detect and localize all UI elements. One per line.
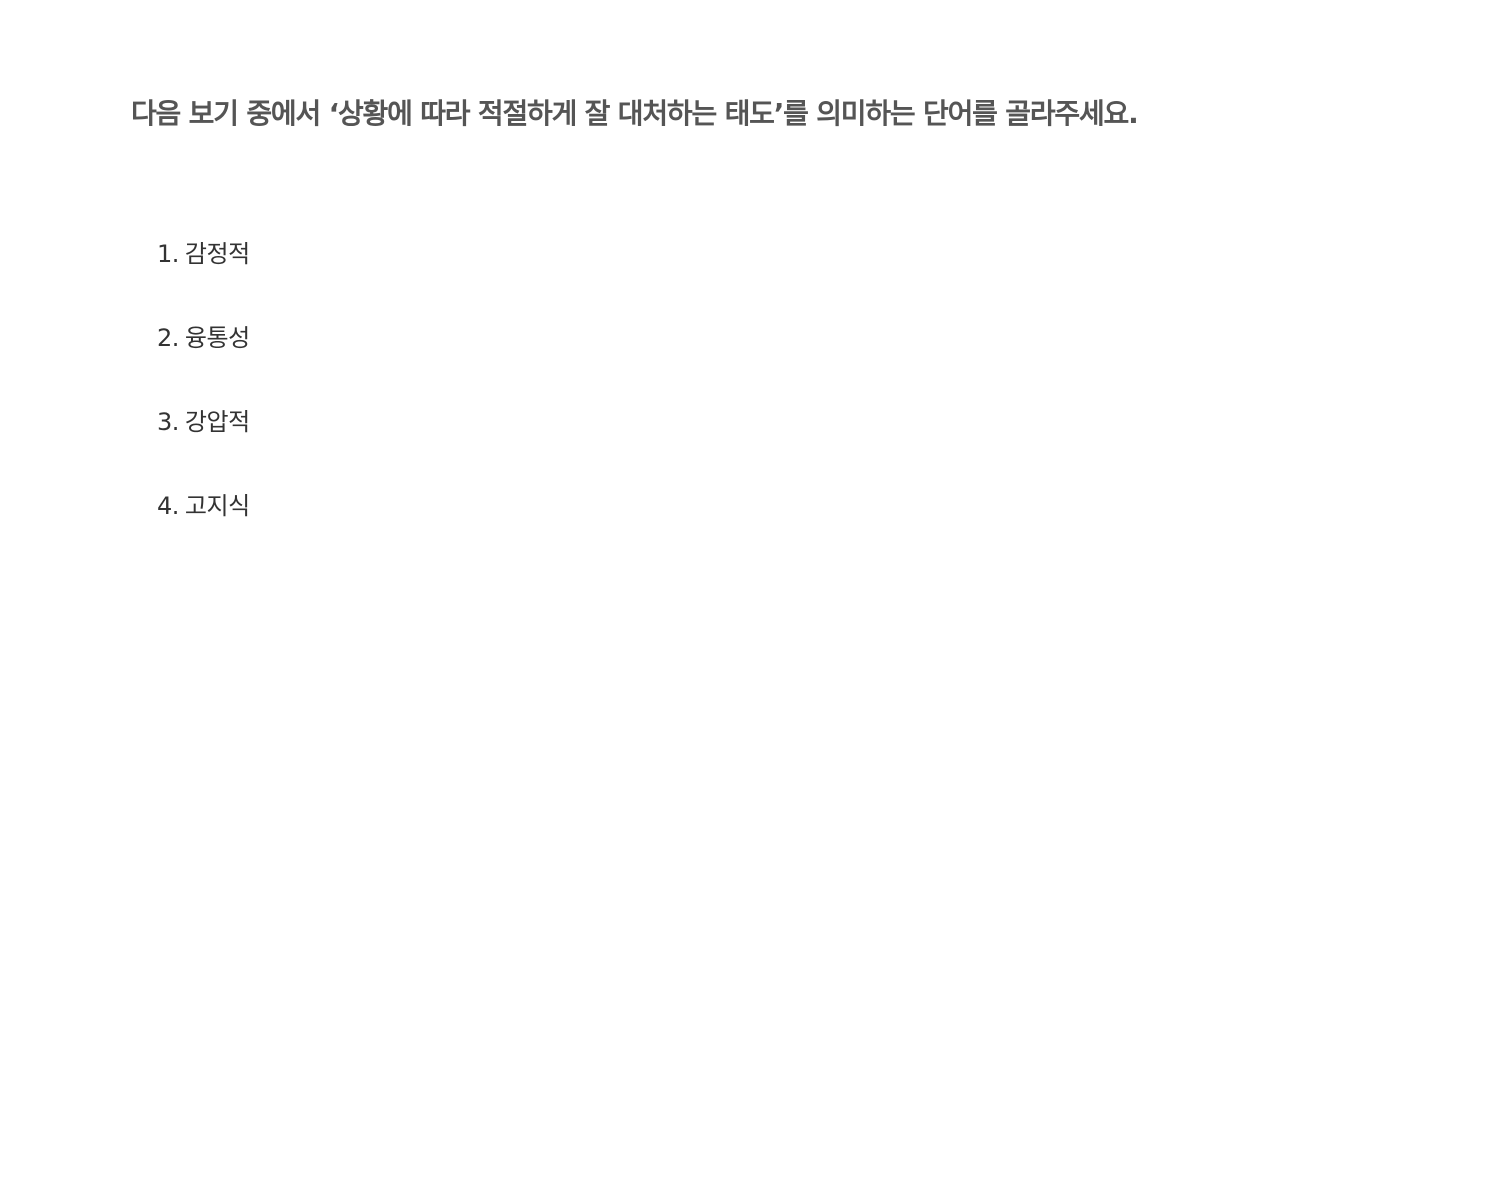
answer-option-3: 3. 강압적 xyxy=(157,401,250,443)
option-number: 4. xyxy=(157,492,179,520)
option-text: 감정적 xyxy=(184,240,250,268)
answer-option-2: 2. 융통성 xyxy=(157,317,250,359)
question-text: 다음 보기 중에서 ‘상황에 따라 적절하게 잘 대처하는 태도’를 의미하는 … xyxy=(131,97,1139,130)
option-number: 2. xyxy=(157,324,179,352)
option-text: 융통성 xyxy=(184,324,250,352)
option-number: 1. xyxy=(157,240,179,268)
answer-option-1: 1. 감정적 xyxy=(157,233,250,275)
answer-option-4: 4. 고지식 xyxy=(157,485,250,527)
option-text: 고지식 xyxy=(184,492,250,520)
option-text: 강압적 xyxy=(184,408,250,436)
answer-options-list: 1. 감정적 2. 융통성 3. 강압적 4. 고지식 xyxy=(157,233,250,569)
option-number: 3. xyxy=(157,408,179,436)
